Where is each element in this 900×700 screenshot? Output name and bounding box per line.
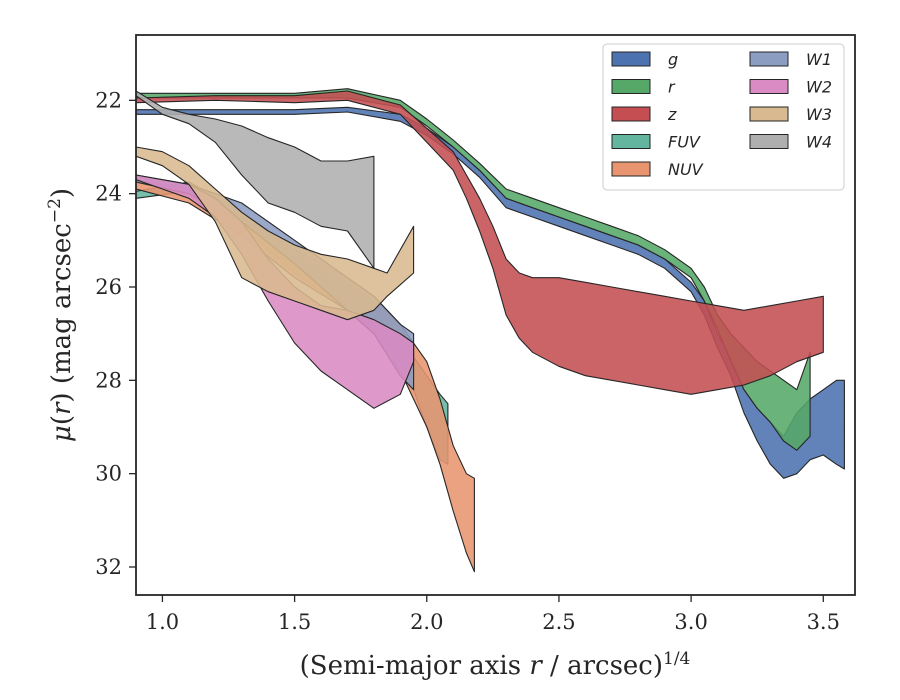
x-tick-label: 3.5 [807,610,840,634]
legend-label-r: r [668,78,676,97]
x-tick-label: 1.5 [278,610,311,634]
legend-swatch-w1 [749,51,789,67]
legend-swatch-w4 [749,134,789,149]
y-axis-label-symbol: μ [47,425,77,442]
legend-label-z: z [667,105,677,124]
x-tick-label: 2.0 [410,610,443,634]
legend-label-g: g [668,50,678,69]
legend-label-fuv: FUV [668,133,701,152]
legend-label-w1: W1 [806,50,832,69]
y-tick-label: 28 [95,368,122,392]
y-axis-label-exponent: −2 [45,198,65,223]
legend-label-w2: W2 [806,78,832,97]
x-axis-label-variable: r [529,651,543,681]
legend-swatch-g [611,51,651,67]
band-w4 [136,90,375,269]
y-tick-label: 32 [95,555,122,579]
x-axis-label-part: (Semi-major axis [300,651,530,681]
y-tick-label: 24 [95,182,122,206]
band-w3 [136,146,415,321]
y-tick-label: 30 [95,462,122,486]
band-z [136,90,824,395]
x-axis-label-exponent: 1/4 [663,649,690,669]
legend-swatch-w2 [749,79,789,94]
legend-swatch-fuv [611,134,651,149]
legend-swatch-w3 [749,106,789,122]
y-axis-ticks: 22 24 26 28 30 32 [95,88,136,579]
y-axis-label-part: ) [47,188,77,198]
legend-swatch-r [611,79,651,94]
legend-swatch-nuv [611,161,651,177]
x-axis-label-part: / arcsec) [542,651,663,681]
y-tick-label: 26 [95,275,122,299]
band-r [136,88,811,451]
plot-frame [135,34,856,596]
y-tick-label: 22 [95,88,122,112]
legend: grz FUV NUV W1 W2 W3 W4 [602,43,845,191]
x-tick-label: 2.5 [542,610,575,634]
y-axis-label-part: ( [47,415,77,425]
x-axis-ticks: 1.0 1.5 2.0 2.5 3.0 3.5 [146,595,840,634]
y-axis-label-variable: r [47,401,77,415]
legend-label-w3: W3 [806,105,832,124]
legend-label-nuv: NUV [668,160,704,179]
x-tick-label: 1.0 [146,610,179,634]
y-axis-label: μ(r) (mag arcsec−2) [45,188,77,442]
x-tick-label: 3.0 [674,610,707,634]
profile-bands [136,88,845,573]
legend-label-w4: W4 [806,133,832,152]
x-axis-label: (Semi-major axis r / arcsec)1/4 [300,649,691,681]
legend-swatch-z [611,106,651,122]
y-axis-label-part: ) (mag arcsec [47,223,77,402]
